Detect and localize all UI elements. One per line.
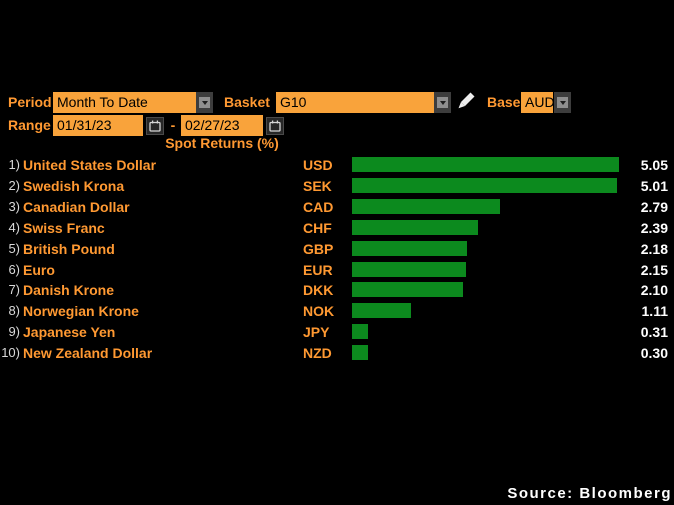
return-bar xyxy=(352,303,411,318)
return-bar xyxy=(352,241,467,256)
period-select[interactable]: Month To Date xyxy=(53,92,196,113)
period-dropdown-button[interactable] xyxy=(196,92,213,113)
table-row[interactable]: 2) Swedish Krona SEK 5.01 xyxy=(0,176,674,196)
return-bar xyxy=(352,324,368,339)
currency-name: Swiss Franc xyxy=(23,220,105,236)
currency-code: NZD xyxy=(303,345,332,361)
range-end-input[interactable]: 02/27/23 xyxy=(181,115,263,136)
currency-code: GBP xyxy=(303,241,334,257)
table-row[interactable]: 10) New Zealand Dollar NZD 0.30 xyxy=(0,343,674,363)
return-value: 2.10 xyxy=(640,282,668,298)
calendar-icon xyxy=(149,120,161,132)
chevron-down-icon xyxy=(437,97,448,108)
currency-name: Canadian Dollar xyxy=(23,199,130,215)
row-rank: 4) xyxy=(8,220,20,235)
source-attribution: Source: Bloomberg xyxy=(507,485,672,502)
edit-basket-button[interactable] xyxy=(454,92,475,110)
row-rank: 1) xyxy=(8,157,20,172)
basket-label: Basket xyxy=(224,94,270,110)
currency-name: Japanese Yen xyxy=(23,324,116,340)
table-row[interactable]: 9) Japanese Yen JPY 0.31 xyxy=(0,322,674,342)
range-start-input[interactable]: 01/31/23 xyxy=(53,115,143,136)
return-value: 5.05 xyxy=(640,157,668,173)
currency-name: British Pound xyxy=(23,241,115,257)
currency-name: New Zealand Dollar xyxy=(23,345,153,361)
currency-code: JPY xyxy=(303,324,330,340)
table-row[interactable]: 8) Norwegian Krone NOK 1.11 xyxy=(0,301,674,321)
return-bar xyxy=(352,178,617,193)
row-rank: 7) xyxy=(8,282,20,297)
row-rank: 2) xyxy=(8,178,20,193)
return-value: 5.01 xyxy=(640,178,668,194)
basket-dropdown-button[interactable] xyxy=(434,92,451,113)
row-rank: 6) xyxy=(8,262,20,277)
row-rank: 10) xyxy=(1,345,20,360)
currency-code: EUR xyxy=(303,262,333,278)
return-bar xyxy=(352,345,368,360)
currency-code: CAD xyxy=(303,199,334,215)
row-rank: 3) xyxy=(8,199,20,214)
return-bar xyxy=(352,157,619,172)
return-value: 0.30 xyxy=(640,345,668,361)
currency-code: DKK xyxy=(303,282,334,298)
return-value: 2.18 xyxy=(640,241,668,257)
chevron-down-icon xyxy=(557,97,568,108)
row-rank: 8) xyxy=(8,303,20,318)
base-select[interactable]: AUD xyxy=(521,92,553,113)
table-row[interactable]: 6) Euro EUR 2.15 xyxy=(0,260,674,280)
range-label: Range xyxy=(8,117,51,133)
return-value: 2.39 xyxy=(640,220,668,236)
table-row[interactable]: 5) British Pound GBP 2.18 xyxy=(0,239,674,259)
return-value: 2.15 xyxy=(640,262,668,278)
currency-code: CHF xyxy=(303,220,332,236)
range-end-calendar-button[interactable] xyxy=(266,117,284,135)
calendar-icon xyxy=(269,120,281,132)
currency-name: Norwegian Krone xyxy=(23,303,139,319)
chart-title: Spot Returns (%) xyxy=(165,135,279,151)
return-value: 2.79 xyxy=(640,199,668,215)
table-row[interactable]: 1) United States Dollar USD 5.05 xyxy=(0,155,674,175)
return-bar xyxy=(352,220,478,235)
range-separator: - xyxy=(170,117,176,133)
return-bar xyxy=(352,282,463,297)
base-label: Base xyxy=(487,94,521,110)
pencil-edit-icon xyxy=(458,92,475,109)
range-start-calendar-button[interactable] xyxy=(146,117,164,135)
currency-name: Swedish Krona xyxy=(23,178,125,194)
base-dropdown-button[interactable] xyxy=(554,92,571,113)
return-bar xyxy=(352,262,466,277)
table-row[interactable]: 7) Danish Krone DKK 2.10 xyxy=(0,280,674,300)
currency-code: USD xyxy=(303,157,333,173)
row-rank: 9) xyxy=(8,324,20,339)
currency-code: NOK xyxy=(303,303,335,319)
currency-name: Danish Krone xyxy=(23,282,115,298)
chevron-down-icon xyxy=(199,97,210,108)
table-row[interactable]: 4) Swiss Franc CHF 2.39 xyxy=(0,218,674,238)
return-bar xyxy=(352,199,500,214)
period-label: Period xyxy=(8,94,52,110)
currency-name: Euro xyxy=(23,262,55,278)
currency-code: SEK xyxy=(303,178,332,194)
row-rank: 5) xyxy=(8,241,20,256)
return-value: 0.31 xyxy=(640,324,668,340)
currency-name: United States Dollar xyxy=(23,157,157,173)
basket-select[interactable]: G10 xyxy=(276,92,434,113)
return-value: 1.11 xyxy=(641,303,668,319)
table-row[interactable]: 3) Canadian Dollar CAD 2.79 xyxy=(0,197,674,217)
